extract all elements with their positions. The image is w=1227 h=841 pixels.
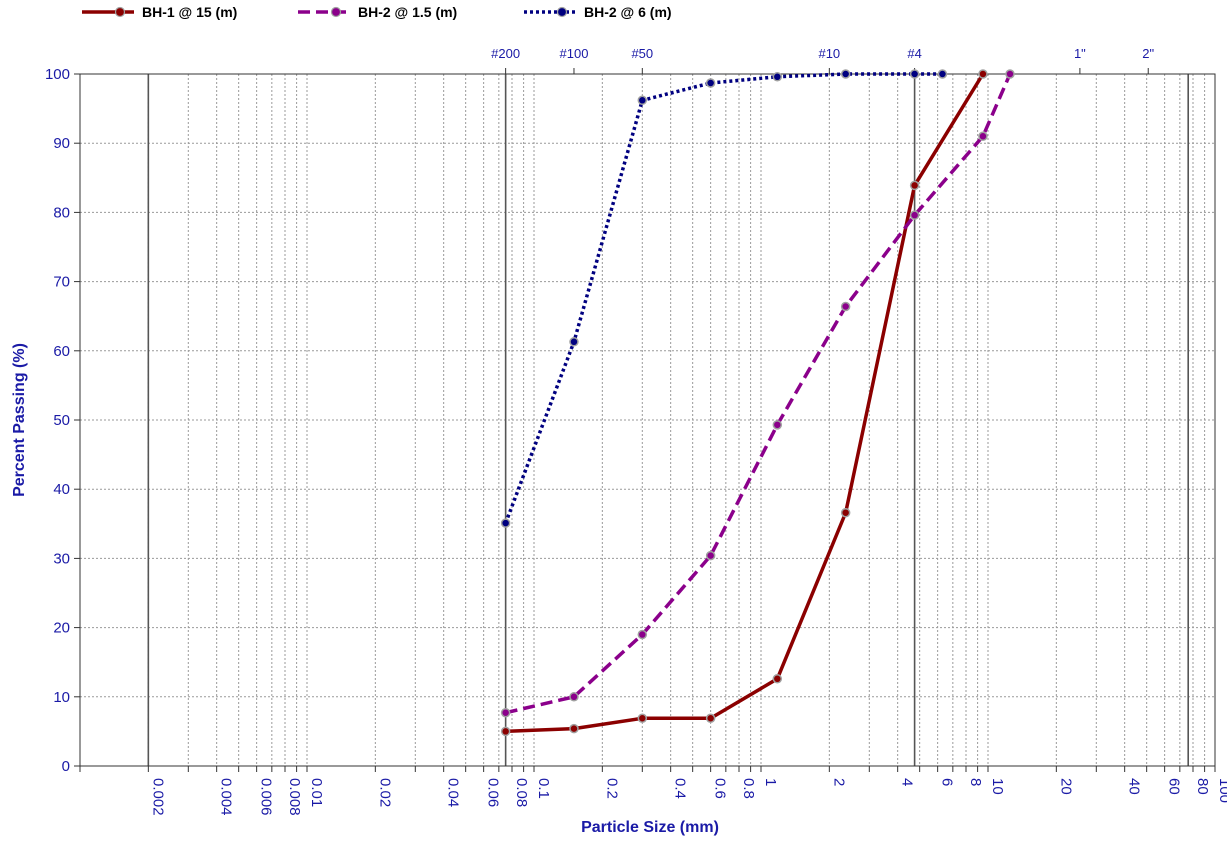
sieve-label: #50: [631, 46, 653, 61]
legend: BH-1 @ 15 (m) BH-2 @ 1.5 (m) BH-2 @ 6 (m…: [0, 0, 1227, 34]
data-point-2: [772, 72, 783, 82]
sieve-label: #10: [818, 46, 840, 61]
x-tick-label: 0.008: [286, 778, 303, 816]
y-tick-label: 0: [62, 758, 70, 775]
x-tick-label: 40: [1126, 778, 1143, 795]
legend-item-bh1-15m: BH-1 @ 15 (m): [80, 4, 237, 20]
x-tick-label: 0.4: [672, 778, 689, 799]
legend-item-bh2-6m: BH-2 @ 6 (m): [522, 4, 672, 20]
data-point-1: [840, 301, 851, 312]
data-point-0: [705, 713, 716, 724]
data-point-2: [937, 69, 948, 79]
series-layer: [500, 69, 1015, 737]
data-point-1: [500, 707, 511, 718]
data-point-0: [978, 69, 988, 79]
y-tick-label: 60: [53, 343, 70, 360]
y-tick-label: 40: [53, 481, 70, 498]
data-point-1: [569, 692, 579, 702]
data-point-0: [637, 713, 648, 724]
legend-label-bh2-1-5m: BH-2 @ 1.5 (m): [358, 4, 458, 20]
legend-swatch-marker: [114, 6, 126, 18]
legend-label-bh2-6m: BH-2 @ 6 (m): [584, 4, 672, 20]
x-tick-label: 20: [1057, 778, 1074, 795]
data-point-0: [569, 723, 579, 734]
x-tick-label: 0.006: [258, 778, 275, 816]
data-point-2: [500, 518, 511, 528]
x-tick-label: 0.04: [445, 778, 462, 807]
y-tick-label: 100: [45, 66, 70, 83]
x-tick-label: 0.8: [740, 778, 757, 799]
x-tick-label: 0.02: [376, 778, 393, 807]
x-tick-label: 0.01: [308, 778, 325, 807]
x-tick-label: 1: [762, 778, 779, 786]
x-tick-label: 2: [830, 778, 847, 786]
x-tick-label: 0.08: [513, 778, 530, 807]
x-tick-label: 60: [1166, 778, 1183, 795]
data-point-2: [705, 78, 716, 88]
legend-item-bh2-1-5m: BH-2 @ 1.5 (m): [296, 4, 457, 20]
legend-swatch-bh2-1-5m: [298, 6, 350, 18]
y-tick-label: 80: [53, 204, 70, 221]
data-point-1: [637, 629, 648, 640]
axes: 0 10 20 30 40 50 60 70 80 90 100 0.002 0.004 0.006 0.0…: [45, 46, 1227, 816]
data-point-1: [772, 420, 783, 430]
x-tick-label: 10: [989, 778, 1006, 795]
x-tick-label: 0.6: [712, 778, 729, 799]
sieve-label: #100: [560, 46, 589, 61]
legend-swatch-bh1-15m: [82, 6, 134, 18]
data-point-2: [909, 69, 920, 79]
y-tick-label: 20: [53, 620, 70, 637]
x-tick-label: 0.004: [218, 778, 235, 816]
series-line-0: [505, 73, 985, 734]
x-tick-label: 80: [1194, 778, 1211, 795]
y-tick-label: 10: [53, 689, 70, 706]
x-tick-label: 100: [1216, 778, 1227, 803]
grid: [80, 74, 1215, 766]
legend-swatch-marker: [556, 6, 568, 18]
y-tick-label: 70: [53, 274, 70, 291]
legend-label-bh1-15m: BH-1 @ 15 (m): [142, 4, 238, 20]
sieve-label: 1": [1074, 46, 1086, 61]
data-point-0: [500, 726, 511, 737]
sieve-label: #4: [907, 46, 921, 61]
data-point-2: [840, 69, 851, 79]
x-tick-label: 0.1: [535, 778, 552, 799]
legend-swatch-marker: [330, 6, 342, 18]
x-tick-label: 8: [967, 778, 984, 786]
data-point-2: [637, 95, 648, 106]
legend-swatch-bh2-6m: [524, 6, 576, 18]
data-point-1: [705, 550, 716, 561]
data-point-1: [978, 131, 988, 142]
series-line-2: [504, 72, 943, 524]
data-point-1: [909, 210, 920, 220]
data-point-0: [772, 674, 783, 684]
y-tick-label: 90: [53, 135, 70, 152]
y-axis-title: Percent Passing (%): [11, 343, 28, 497]
data-point-1: [1005, 69, 1015, 79]
sieve-label: 2": [1142, 46, 1154, 61]
data-point-0: [909, 180, 920, 191]
x-tick-label: 0.2: [603, 778, 620, 799]
series-line-1: [505, 73, 1012, 715]
data-point-2: [569, 337, 579, 347]
data-point-0: [840, 507, 851, 518]
x-axis-title: Particle Size (mm): [581, 819, 719, 836]
x-tick-label: 4: [899, 778, 916, 786]
y-tick-label: 30: [53, 550, 70, 567]
x-tick-label: 6: [939, 778, 956, 786]
sieve-label: #200: [491, 46, 520, 61]
x-tick-label: 0.06: [485, 778, 502, 807]
x-tick-label: 0.002: [149, 778, 166, 816]
y-tick-label: 50: [53, 412, 70, 429]
